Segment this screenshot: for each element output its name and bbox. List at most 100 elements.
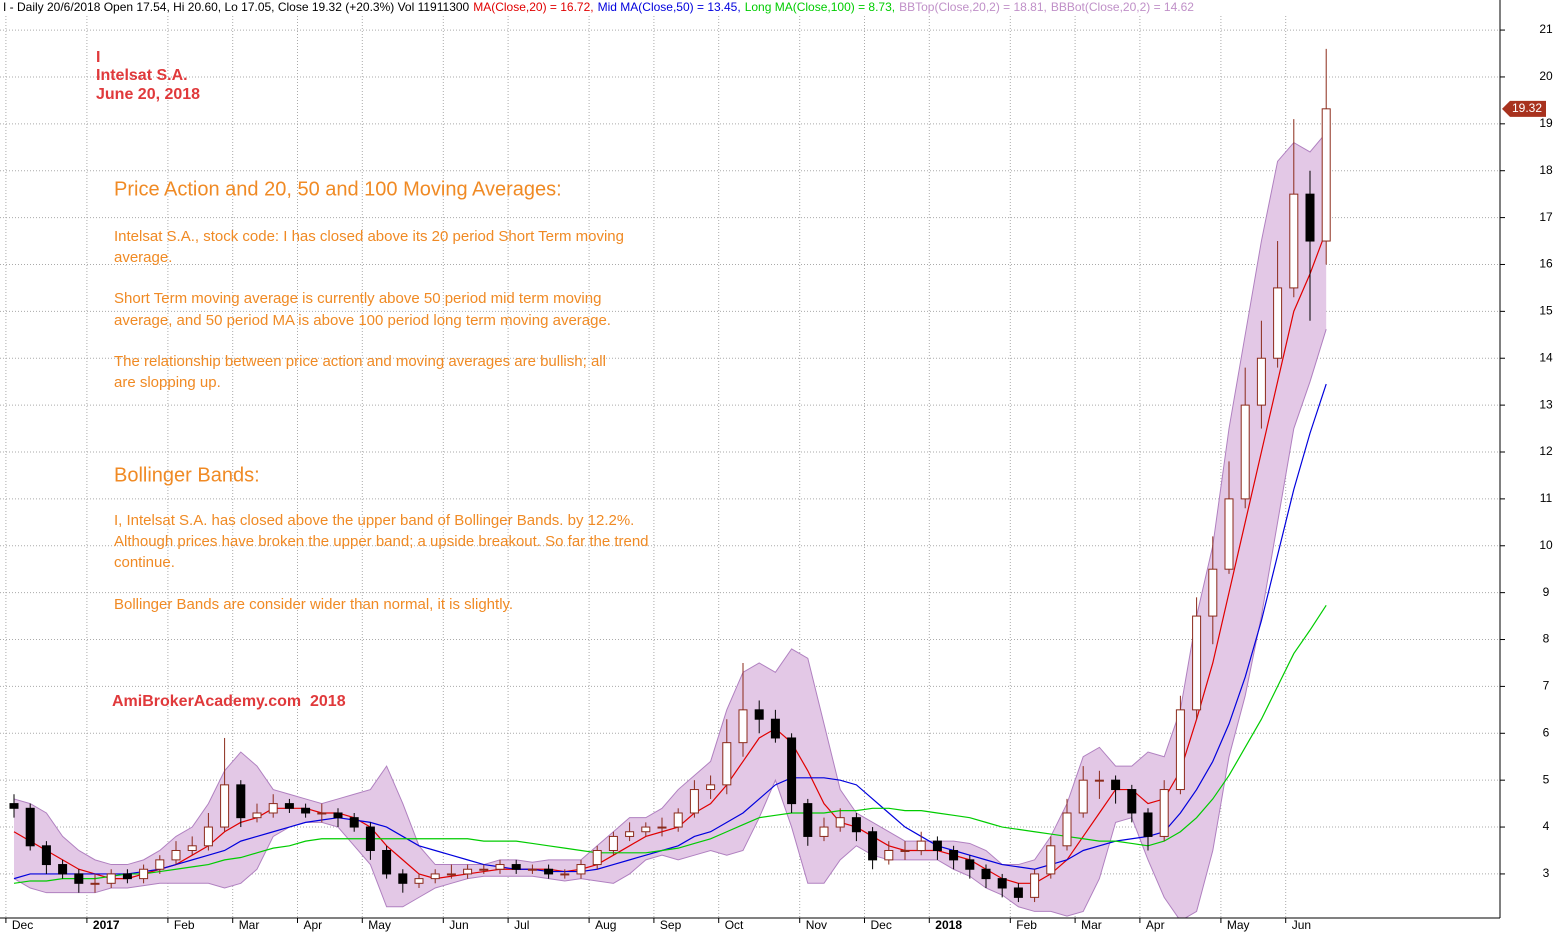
candle-body [252,812,262,819]
paragraph-line: continue. [114,554,175,571]
candle-body [446,873,456,876]
candle-body [932,840,942,851]
paragraph-line: average, and 50 period MA is above 100 p… [114,312,611,329]
x-tick-label: Aug [595,918,616,932]
header-segment: Mid MA(Close,50) = 13.45, [598,0,741,14]
bollinger-upper [13,132,1327,866]
candle-body [106,873,116,884]
candle-body [268,803,278,814]
candle-body [641,826,651,833]
x-tick-label: Feb [174,918,195,932]
paragraph-line: average. [114,249,172,266]
candle-body [722,742,732,786]
header-segment: I - Daily 20/6/2018 Open 17.54, Hi 20.60… [3,0,470,14]
y-tick-label: 16 [1539,257,1553,271]
candle-body [511,864,521,870]
candle-body [220,784,230,828]
candle-body [835,817,845,828]
paragraph-line: are slopping up. [114,374,221,391]
candle-body [139,868,149,880]
y-tick-label: 6 [1543,725,1550,739]
last-price-tag [1502,100,1546,117]
candle-body [738,709,748,744]
y-tick-label: 15 [1539,304,1553,318]
candle-body [608,835,618,851]
x-tick-label: Jul [514,918,529,932]
y-tick-label: 12 [1539,444,1553,458]
x-tick-label: Oct [725,918,744,932]
y-tick-label: 19 [1539,116,1553,130]
x-tick-label: Jun [449,918,468,932]
candle-body [74,873,84,884]
candle-body [463,868,473,875]
paragraph-line: The relationship between price action an… [114,353,606,370]
y-tick-label: 10 [1539,538,1553,552]
candle-body [770,718,780,739]
x-tick-label: Dec [12,918,33,932]
heading: Bollinger Bands: [114,464,260,486]
candle-body [317,812,327,815]
candle-body [1256,357,1266,406]
x-tick-label: Nov [806,918,827,932]
header: I - Daily 20/6/2018 Open 17.54, Hi 20.60… [3,0,1194,14]
ticker: I [96,49,100,66]
header-segment: MA(Close,20) = 16.72, [473,0,593,14]
candle-body [657,826,667,829]
y-tick-label: 3 [1543,866,1550,880]
candle-body [1192,615,1202,711]
candle-body [9,803,19,809]
candle-body [997,878,1007,889]
candle-body [851,817,861,833]
candle-body [430,873,440,880]
candle-body [382,849,392,875]
paragraph-line: I, Intelsat S.A. has closed above the up… [114,512,634,529]
candle-body [949,849,959,861]
candle-body [544,868,554,875]
candle-body [689,789,699,814]
candle-body [41,845,51,866]
candle-body [1273,287,1283,359]
y-tick-label: 13 [1539,397,1553,411]
candle-body [414,878,424,884]
candle-body [754,709,764,720]
watermark: AmiBrokerAcademy.com 2018 [112,693,346,710]
paragraph-line: Intelsat S.A., stock code: I has closed … [114,228,624,245]
candle-body [900,849,910,852]
y-tick-label: 9 [1543,585,1550,599]
candle-body [673,812,683,828]
y-tick-label: 11 [1540,491,1553,505]
candle-body [495,864,505,870]
bollinger-band-fill [14,132,1327,918]
candle-body [1305,193,1315,242]
candle-body [981,868,991,880]
header-segment: BBBot(Close,20,2) = 14.62 [1051,0,1194,14]
paragraph-line: Although prices have broken the upper ba… [114,533,649,550]
x-tick-label: Dec [871,918,892,932]
candle-body [1240,404,1250,500]
candle-body [284,803,294,809]
y-tick-label: 21 [1539,22,1553,36]
candle-body [1111,779,1121,791]
moving-average-line [13,230,1327,884]
candle-body [236,784,246,819]
grid [0,16,1500,918]
y-tick-label: 4 [1543,819,1550,833]
candle-body [1078,779,1088,814]
y-tick-label: 17 [1539,210,1553,224]
company: Intelsat S.A. [96,67,188,84]
candle-body [122,873,132,880]
x-tick-label: Mar [1081,918,1102,932]
candle-body [560,873,570,876]
candle-body [1127,789,1137,814]
candle-body [1208,568,1218,617]
paragraph-line: Bollinger Bands are consider wider than … [114,596,513,613]
candle-body [1062,812,1072,847]
candle-body [1013,887,1023,898]
candle-body [1159,789,1169,837]
candle-body [349,817,359,828]
date: June 20, 2018 [96,86,200,103]
plot-area [9,48,1331,918]
candle-body [398,873,408,884]
annotations: I Intelsat S.A. June 20, 2018 Price Acti… [96,49,649,710]
